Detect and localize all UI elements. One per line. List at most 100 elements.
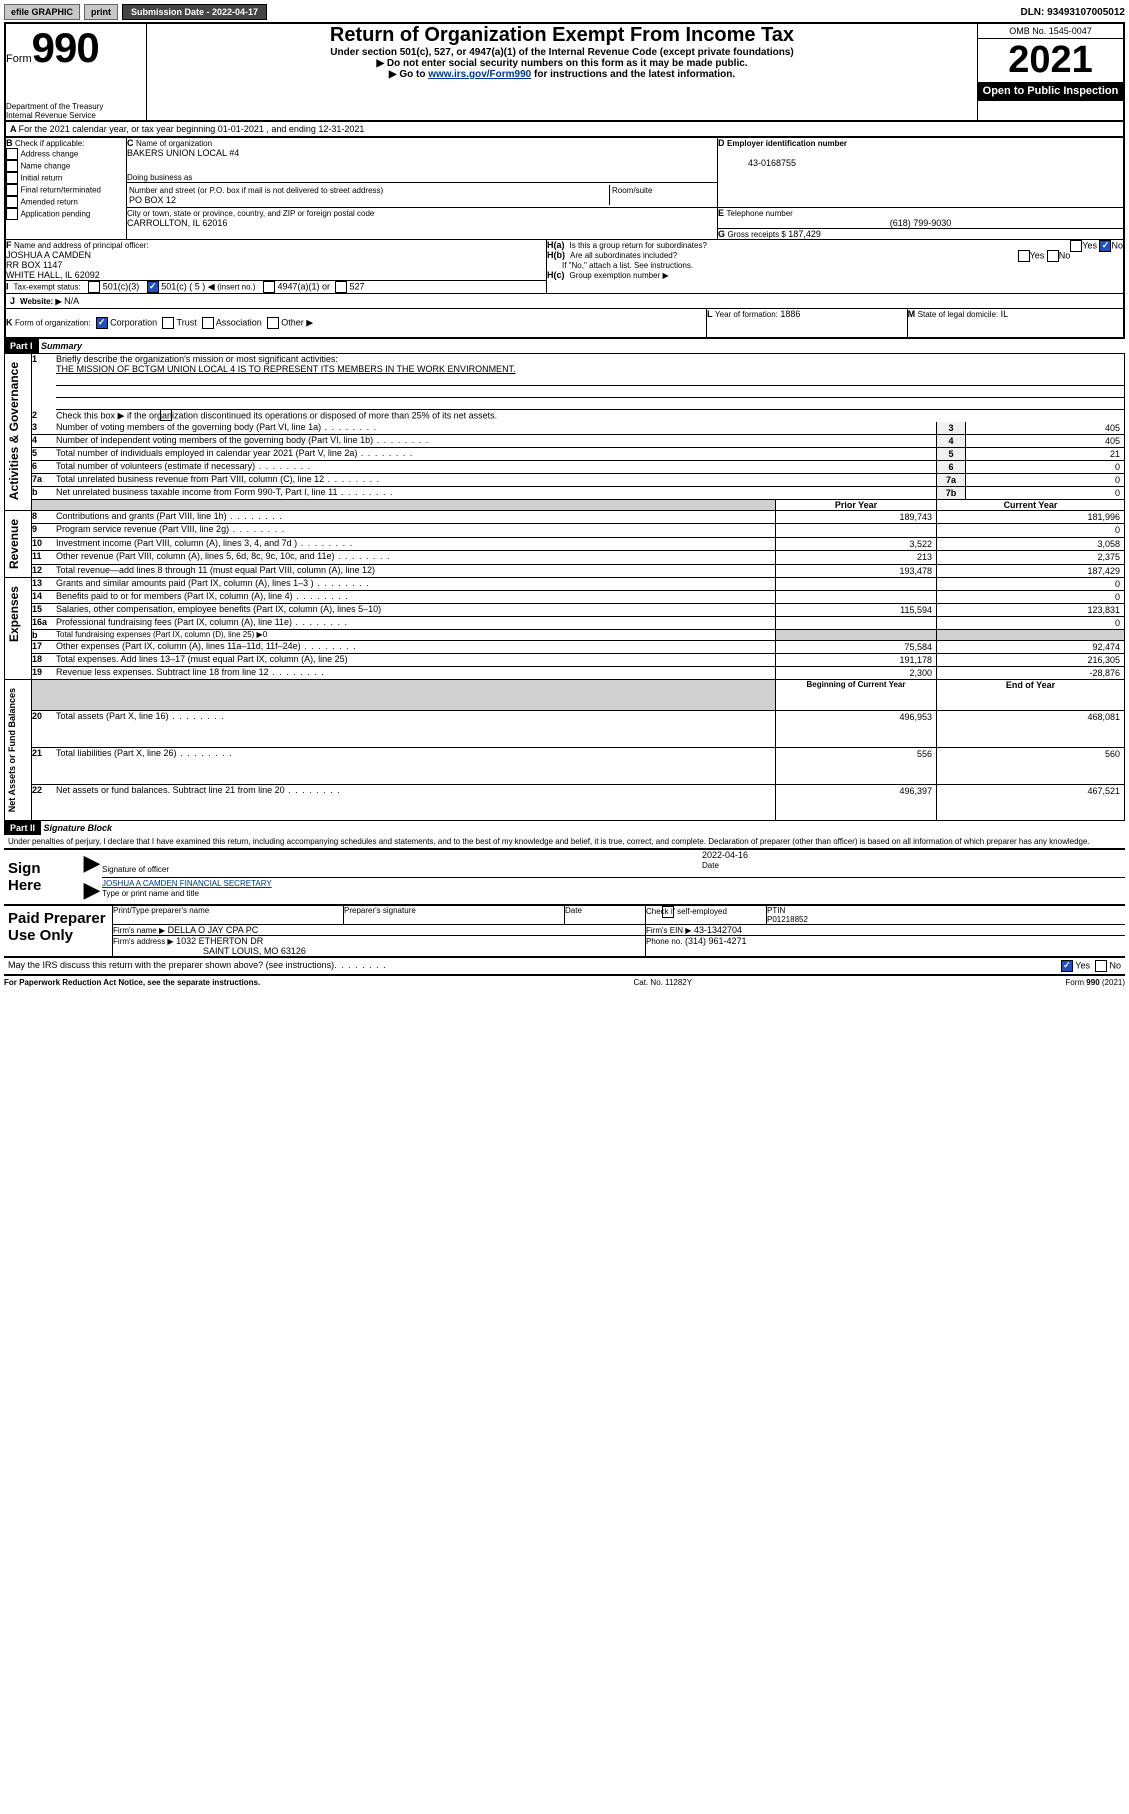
opt-trust: Trust xyxy=(177,317,197,327)
gov-row-5: 5Total number of individuals employed in… xyxy=(5,448,1125,461)
e-letter: E xyxy=(718,208,724,218)
discuss-yes-checkbox[interactable] xyxy=(1061,960,1073,972)
527-checkbox[interactable] xyxy=(335,281,347,293)
opt-amended: Amended return xyxy=(21,197,78,206)
sub3-post: for instructions and the latest informat… xyxy=(531,69,735,80)
opt-other: Other ▶ xyxy=(281,317,313,327)
rev-row-9: 9Program service revenue (Part VIII, lin… xyxy=(5,524,1125,537)
ha-text: Is this a group return for subordinates? xyxy=(570,241,707,250)
assoc-checkbox[interactable] xyxy=(202,317,214,329)
i-letter: I xyxy=(6,281,9,291)
c-letter: C xyxy=(127,138,134,148)
501c-checkbox[interactable] xyxy=(147,281,159,293)
fhij-block: F Name and address of principal officer:… xyxy=(4,240,1125,294)
subtitle-1: Under section 501(c), 527, or 4947(a)(1)… xyxy=(147,47,977,58)
addr-label: Number and street (or P.O. box if mail i… xyxy=(129,186,383,195)
hb-yes-checkbox[interactable] xyxy=(1018,250,1030,262)
tax-year: 2021 xyxy=(978,39,1123,82)
app-pending-checkbox[interactable] xyxy=(6,208,18,220)
discuss-text: May the IRS discuss this return with the… xyxy=(8,960,334,972)
ha-yes-checkbox[interactable] xyxy=(1070,240,1082,252)
opt-527: 527 xyxy=(350,281,365,291)
discuss-yes: Yes xyxy=(1075,961,1090,971)
4947-checkbox[interactable] xyxy=(263,281,275,293)
dln-text: DLN: 93493107005012 xyxy=(1020,7,1125,18)
ptin-label: PTIN xyxy=(767,906,785,915)
submission-date-button[interactable]: Submission Date - 2022-04-17 xyxy=(122,4,267,20)
f-label: Name and address of principal officer: xyxy=(14,241,149,250)
website-value: N/A xyxy=(64,296,79,306)
sub3-pre: Go to xyxy=(399,69,428,80)
c-name-label: Name of organization xyxy=(136,139,212,148)
hb-no-checkbox[interactable] xyxy=(1047,250,1059,262)
opt-address-change: Address change xyxy=(21,149,79,158)
name-change-checkbox[interactable] xyxy=(6,160,18,172)
footer-right-post: (2021) xyxy=(1100,978,1125,987)
l-label: Year of formation: xyxy=(715,310,778,319)
firm-ein: 43-1342704 xyxy=(694,925,742,935)
website-label: Website: ▶ xyxy=(20,297,62,306)
address-change-checkbox[interactable] xyxy=(6,148,18,160)
efile-button[interactable]: efile GRAPHIC xyxy=(4,4,80,20)
subtitle-2: Do not enter social security numbers on … xyxy=(387,58,748,69)
amended-checkbox[interactable] xyxy=(6,196,18,208)
other-checkbox[interactable] xyxy=(267,317,279,329)
trust-checkbox[interactable] xyxy=(162,317,174,329)
prep-name-label: Print/Type preparer's name xyxy=(113,906,344,925)
initial-return-checkbox[interactable] xyxy=(6,172,18,184)
officer-addr2: WHITE HALL, IL 62092 xyxy=(6,270,100,280)
vlabel-net: Net Assets or Fund Balances xyxy=(5,680,19,820)
part2-title: Signature Block xyxy=(44,823,113,833)
opt-pending: Application pending xyxy=(21,209,91,218)
firm-name: DELLA O JAY CPA PC xyxy=(168,925,259,935)
opt-assoc: Association xyxy=(216,317,262,327)
sig-date-label: Date xyxy=(702,861,719,870)
dept-treasury: Department of the Treasury xyxy=(6,102,146,111)
self-employed-checkbox[interactable] xyxy=(662,906,674,918)
opt-501c-post: (insert no.) xyxy=(217,282,255,291)
officer-sig-name[interactable]: JOSHUA A CAMDEN FINANCIAL SECRETARY xyxy=(102,879,272,888)
ha-yes: Yes xyxy=(1082,240,1097,250)
footer-left: For Paperwork Reduction Act Notice, see … xyxy=(4,978,260,987)
gov-row-3: 3Number of voting members of the governi… xyxy=(5,422,1125,435)
instructions-link[interactable]: www.irs.gov/Form990 xyxy=(428,69,531,80)
hdr-prior: Prior Year xyxy=(776,500,937,511)
perjury-text: Under penalties of perjury, I declare th… xyxy=(4,835,1125,848)
k-letter: K xyxy=(6,317,13,327)
exp-row-13: Expenses13Grants and similar amounts pai… xyxy=(5,578,1125,591)
ha-no-checkbox[interactable] xyxy=(1099,240,1111,252)
ein-label: Employer identification number xyxy=(727,139,847,148)
l1-label: Briefly describe the organization's miss… xyxy=(56,354,338,364)
corp-checkbox[interactable] xyxy=(96,317,108,329)
print-button[interactable]: print xyxy=(84,4,118,20)
hdr-current: Current Year xyxy=(937,500,1125,511)
ein-value: 43-0168755 xyxy=(718,158,796,168)
sign-here-label: Sign Here xyxy=(4,849,82,905)
hb-text: Are all subordinates included? xyxy=(570,251,677,260)
exp-row-19: 19Revenue less expenses. Subtract line 1… xyxy=(5,667,1125,680)
exp-row-17: 17Other expenses (Part IX, column (A), l… xyxy=(5,641,1125,654)
501c3-checkbox[interactable] xyxy=(88,281,100,293)
j-letter: J xyxy=(10,296,15,306)
firm-addr2: SAINT LOUIS, MO 63126 xyxy=(113,946,306,956)
hdr-begin: Beginning of Current Year xyxy=(776,680,937,711)
b-letter: B xyxy=(6,138,13,148)
org-address: PO BOX 12 xyxy=(129,195,176,205)
net-row-20: 20Total assets (Part X, line 16)496,9534… xyxy=(5,711,1125,748)
final-return-checkbox[interactable] xyxy=(6,184,18,196)
rev-row-8: Revenue8Contributions and grants (Part V… xyxy=(5,511,1125,524)
self-employed-label: Check if self-employed xyxy=(646,907,727,916)
paid-preparer-label: Paid Preparer Use Only xyxy=(4,906,113,957)
vlabel-exp: Expenses xyxy=(5,578,23,650)
ptin-value: P01218852 xyxy=(767,915,808,924)
header-table: Form990 Department of the Treasury Inter… xyxy=(4,22,1125,122)
line-a: A For the 2021 calendar year, or tax yea… xyxy=(4,122,1125,138)
prep-phone: (314) 961-4271 xyxy=(685,936,747,946)
net-row-21: 21Total liabilities (Part X, line 26)556… xyxy=(5,747,1125,784)
hb-yes: Yes xyxy=(1030,250,1045,260)
rev-row-10: 10Investment income (Part VIII, column (… xyxy=(5,537,1125,550)
gov-row-6: 6Total number of volunteers (estimate if… xyxy=(5,461,1125,474)
l2-checkbox[interactable] xyxy=(160,409,172,421)
discuss-no-checkbox[interactable] xyxy=(1095,960,1107,972)
gross-label: Gross receipts $ xyxy=(728,230,786,239)
